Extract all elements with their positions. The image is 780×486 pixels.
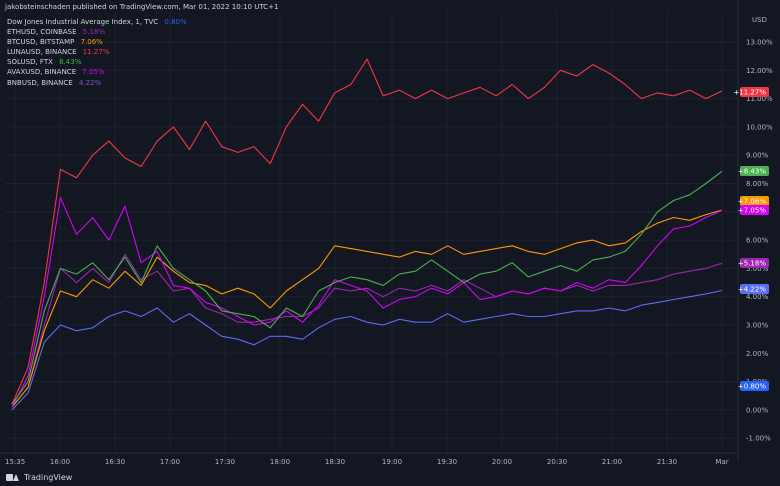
tradingview-logo-icon	[6, 473, 20, 482]
x-tick-label: 20:30	[547, 458, 567, 466]
x-tick-label: 21:30	[657, 458, 677, 466]
price-label-text: +7.05%	[738, 207, 766, 215]
legend-value: 8.43%	[59, 58, 82, 67]
x-tick-label: 17:30	[215, 458, 235, 466]
legend-value: 5.18%	[82, 28, 106, 37]
price-label-badge	[740, 258, 769, 268]
price-label-text: +0.80%	[738, 383, 766, 391]
x-tick-label: 20:00	[492, 458, 512, 466]
x-tick-label: 16:00	[50, 458, 70, 466]
y-unit-label: USD	[752, 16, 767, 24]
x-tick-label: 18:00	[270, 458, 290, 466]
y-tick-label: 13.00%	[746, 39, 773, 47]
legend-symbol: AVAXUSD, BINANCE	[7, 68, 77, 77]
y-tick-label: 2.00%	[746, 350, 769, 358]
price-label-badge	[740, 87, 769, 97]
y-tick-label: -1.00%	[746, 435, 771, 443]
legend-row-avax[interactable]: AVAXUSD, BINANCE 7.05%	[7, 67, 187, 77]
price-label-text: +8.43%	[738, 168, 766, 176]
legend-symbol: SOLUSD, FTX	[7, 58, 53, 67]
x-tick-label: 18:30	[325, 458, 345, 466]
tradingview-brand[interactable]: TradingView	[6, 473, 72, 482]
legend-row-eth[interactable]: ETHUSD, COINBASE 5.18%	[7, 27, 187, 37]
x-tick-label: 17:00	[160, 458, 180, 466]
y-tick-label: 10.00%	[746, 123, 773, 131]
legend-symbol: LUNAUSD, BINANCE	[7, 48, 77, 57]
legend-row-sol[interactable]: SOLUSD, FTX 8.43%	[7, 57, 187, 67]
price-label-badge	[740, 166, 769, 176]
legend-row-luna[interactable]: LUNAUSD, BINANCE 11.27%	[7, 47, 187, 57]
y-tick-label: 11.00%	[746, 95, 773, 103]
legend-value: 7.06%	[80, 38, 103, 47]
series-line[interactable]	[11, 197, 723, 408]
price-label-text: +5.18%	[738, 260, 766, 268]
y-tick-label: 12.00%	[746, 67, 773, 75]
legend-row-btc[interactable]: BTCUSD, BITSTAMP 7.06%	[7, 37, 187, 47]
price-label-badge	[740, 381, 769, 391]
publisher-text: jakobsteinschaden published on TradingVi…	[5, 3, 279, 11]
x-tick-label: 21:00	[602, 458, 622, 466]
series-line[interactable]	[11, 170, 723, 405]
y-tick-label: 8.00%	[746, 180, 769, 188]
price-label-badge	[740, 205, 769, 215]
brand-text: TradingView	[24, 473, 73, 482]
legend-symbol: BTCUSD, BITSTAMP	[7, 38, 75, 47]
legend-row-bnb[interactable]: BNBUSD, BINANCE 4.22%	[7, 78, 187, 88]
x-tick-label: 16:30	[105, 458, 125, 466]
legend-value: 4.22%	[78, 78, 102, 87]
price-label-text: +7.06%	[738, 198, 766, 206]
x-tick-label: 15:35	[5, 458, 25, 466]
price-label-badge	[740, 284, 769, 294]
x-tick-label: 19:00	[382, 458, 402, 466]
y-tick-label: 3.00%	[746, 322, 769, 330]
series-line[interactable]	[11, 58, 723, 405]
y-tick-label: 6.00%	[746, 237, 769, 245]
x-tick-label: Mar	[715, 458, 728, 466]
legend-symbol: BNBUSD, BINANCE	[7, 78, 73, 87]
price-label-text: +11.27%	[733, 89, 766, 97]
y-tick-label: 0.00%	[746, 406, 769, 414]
y-tick-label: 9.00%	[746, 152, 769, 160]
y-tick-label: 5.00%	[746, 265, 769, 273]
publisher-line: jakobsteinschaden published on TradingVi…	[5, 3, 278, 11]
legend-symbol: ETHUSD, COINBASE	[7, 28, 77, 37]
series-line[interactable]	[11, 209, 723, 408]
x-tick-label: 19:30	[437, 458, 457, 466]
series-line[interactable]	[11, 289, 723, 411]
legend-value: 7.05%	[82, 68, 105, 77]
legend-main-value: 0.80%	[164, 18, 187, 26]
legend: Dow Jones Industrial Average Index, 1, T…	[7, 17, 187, 88]
price-label-text: +4.22%	[738, 286, 766, 294]
series-line[interactable]	[11, 253, 723, 408]
legend-main-symbol: Dow Jones Industrial Average Index, 1, T…	[7, 18, 159, 26]
y-tick-label: 4.00%	[746, 293, 769, 301]
legend-main-row[interactable]: Dow Jones Industrial Average Index, 1, T…	[7, 17, 187, 27]
price-label-badge	[740, 196, 769, 206]
legend-value: 11.27%	[82, 48, 110, 57]
